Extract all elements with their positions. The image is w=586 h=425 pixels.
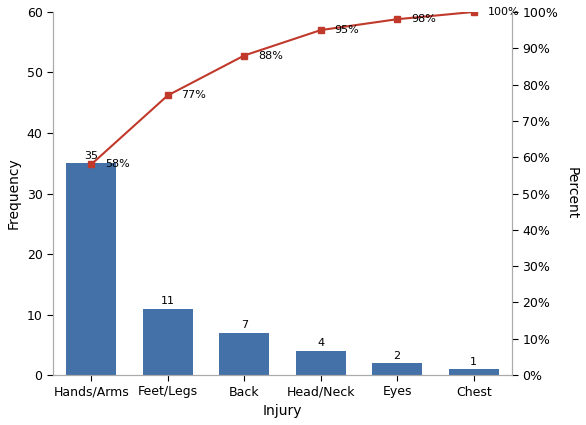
Bar xyxy=(66,163,116,375)
Y-axis label: Percent: Percent xyxy=(565,167,579,220)
Bar xyxy=(296,351,346,375)
Text: 98%: 98% xyxy=(411,14,436,24)
Text: 2: 2 xyxy=(394,351,401,360)
Bar xyxy=(143,309,193,375)
Text: 95%: 95% xyxy=(335,25,359,35)
Bar xyxy=(449,369,499,375)
Text: 88%: 88% xyxy=(258,51,283,60)
Text: 4: 4 xyxy=(317,338,324,348)
X-axis label: Injury: Injury xyxy=(263,404,302,418)
Bar xyxy=(372,363,422,375)
Text: 7: 7 xyxy=(241,320,248,330)
Text: 77%: 77% xyxy=(182,91,206,100)
Text: 1: 1 xyxy=(470,357,477,367)
Text: 58%: 58% xyxy=(105,159,130,170)
Bar xyxy=(219,333,269,375)
Text: 11: 11 xyxy=(161,296,175,306)
Text: 35: 35 xyxy=(84,151,98,161)
Text: 100%: 100% xyxy=(488,7,519,17)
Y-axis label: Frequency: Frequency xyxy=(7,158,21,230)
